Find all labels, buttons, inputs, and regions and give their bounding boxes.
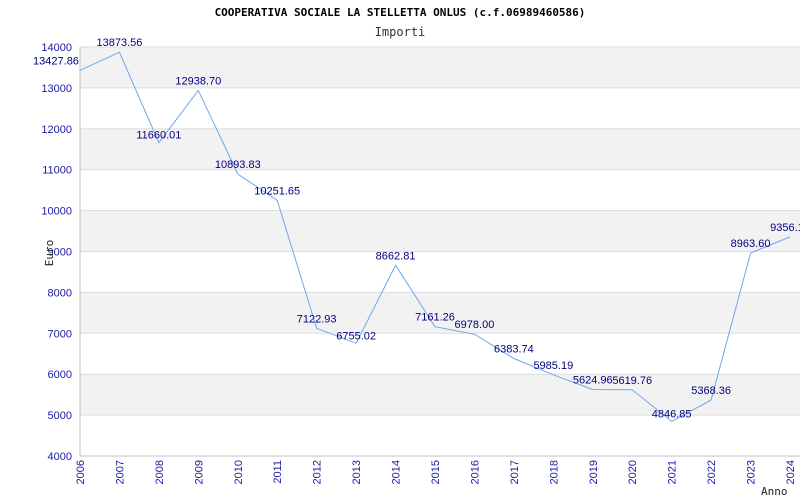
data-label: 5619.76 bbox=[612, 375, 652, 387]
x-tick-label: 2007 bbox=[114, 460, 126, 484]
x-tick-label: 2022 bbox=[706, 460, 718, 484]
data-label: 8963.60 bbox=[731, 238, 771, 250]
data-label: 13873.56 bbox=[96, 37, 142, 49]
data-label: 6383.74 bbox=[494, 344, 534, 356]
data-label: 6755.02 bbox=[336, 330, 376, 342]
y-tick-label: 9000 bbox=[48, 247, 72, 259]
data-label: 10251.65 bbox=[254, 185, 300, 197]
data-label: 13427.86 bbox=[33, 55, 79, 67]
x-tick-label: 2014 bbox=[391, 460, 403, 484]
data-label: 7161.26 bbox=[415, 312, 455, 324]
data-label: 11660.01 bbox=[136, 130, 181, 142]
x-tick-label: 2024 bbox=[785, 460, 797, 484]
background-band bbox=[80, 292, 800, 334]
background-band bbox=[80, 374, 800, 416]
background-band bbox=[80, 128, 800, 170]
x-tick-label: 2016 bbox=[469, 460, 481, 484]
x-tick-label: 2009 bbox=[193, 460, 205, 484]
x-axis-label: Anno bbox=[761, 485, 788, 498]
data-label: 4846.85 bbox=[652, 408, 692, 420]
data-label: 9356.17 bbox=[770, 222, 800, 234]
y-tick-label: 11000 bbox=[42, 165, 72, 177]
y-tick-label: 6000 bbox=[48, 369, 72, 381]
x-tick-label: 2012 bbox=[312, 460, 324, 484]
y-tick-label: 5000 bbox=[48, 410, 72, 422]
chart-title: COOPERATIVA SOCIALE LA STELLETTA ONLUS (… bbox=[214, 6, 586, 19]
data-label: 5624.96 bbox=[573, 375, 613, 387]
data-label: 10893.83 bbox=[215, 159, 261, 171]
background-bands bbox=[80, 47, 800, 416]
data-label: 7122.93 bbox=[297, 313, 337, 325]
x-tick-label: 2021 bbox=[667, 460, 679, 484]
y-tick-label: 7000 bbox=[48, 328, 72, 340]
x-tick-label: 2019 bbox=[588, 460, 600, 484]
data-label: 8662.81 bbox=[376, 250, 416, 262]
x-tick-label: 2023 bbox=[746, 460, 758, 484]
x-tick-label: 2008 bbox=[154, 460, 166, 484]
background-band bbox=[80, 47, 800, 88]
data-label: 12938.70 bbox=[175, 75, 221, 87]
y-tick-label: 8000 bbox=[48, 287, 72, 299]
data-label: 6978.00 bbox=[455, 319, 495, 331]
x-tick-label: 2020 bbox=[627, 460, 639, 484]
x-tick-label: 2013 bbox=[351, 460, 363, 484]
x-tick-label: 2006 bbox=[75, 460, 87, 484]
data-label: 5368.36 bbox=[691, 385, 731, 397]
x-tick-label: 2018 bbox=[548, 460, 560, 484]
x-tick-label: 2010 bbox=[233, 460, 245, 484]
y-tick-labels: 4000 5000 6000 7000 8000 9000 10000 11000 12000 1… bbox=[41, 42, 72, 463]
series-line bbox=[79, 51, 791, 422]
y-tick-label: 4000 bbox=[48, 451, 72, 463]
y-tick-label: 10000 bbox=[41, 206, 72, 218]
data-labels: 13427.86 13873.56 11660.01 12938.70 10893.83… bbox=[33, 37, 800, 420]
x-tick-label: 2015 bbox=[430, 460, 442, 484]
y-tick-label: 14000 bbox=[41, 42, 72, 54]
y-tick-label: 13000 bbox=[41, 83, 72, 95]
background-band bbox=[80, 210, 800, 252]
y-tick-label: 12000 bbox=[41, 124, 72, 136]
y-axis-label: Euro bbox=[43, 240, 56, 267]
chart-subtitle: Importi bbox=[374, 25, 426, 39]
x-tick-labels: 2006 2007 2008 2009 2010 2011 2012 2013 2014 2015… bbox=[75, 460, 797, 484]
x-tick-label: 2017 bbox=[509, 460, 521, 484]
data-label: 5985.19 bbox=[533, 360, 573, 372]
x-tick-label: 2011 bbox=[272, 460, 284, 484]
